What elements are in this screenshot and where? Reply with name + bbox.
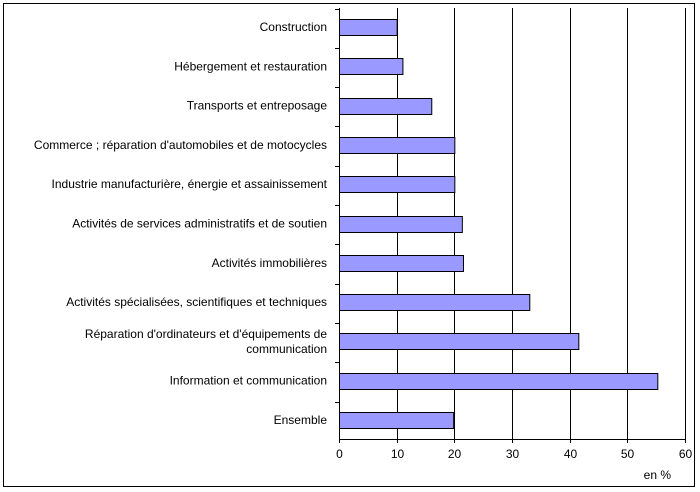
category-label: Ensemble <box>274 413 328 427</box>
bar <box>339 19 398 36</box>
x-tick-label: 50 <box>621 447 635 461</box>
bar <box>339 216 463 233</box>
x-tick-label: 0 <box>336 447 343 461</box>
chart-frame <box>3 3 695 487</box>
bar <box>339 255 464 272</box>
category-label: Transports et entreposage <box>187 99 328 113</box>
x-tick-label: 60 <box>679 447 693 461</box>
unit-label: en % <box>644 468 672 482</box>
category-label: Commerce ; réparation d'automobiles et d… <box>34 138 327 152</box>
bar <box>339 333 580 350</box>
category-label: Construction <box>260 20 327 34</box>
bar <box>339 294 531 311</box>
bar <box>339 176 456 193</box>
category-label: Hébergement et restauration <box>174 59 327 73</box>
category-label: Activités de services administratifs et … <box>72 217 327 231</box>
x-tick-label: 30 <box>506 447 520 461</box>
category-label: Réparation d'ordinateurs et d'équipement… <box>85 327 327 341</box>
category-label: Information et communication <box>170 374 327 388</box>
bar <box>339 58 404 75</box>
bar <box>339 373 659 390</box>
x-tick-label: 40 <box>564 447 578 461</box>
bar <box>339 412 455 429</box>
x-tick-label: 20 <box>448 447 462 461</box>
category-label: Industrie manufacturière, énergie et ass… <box>52 177 328 191</box>
category-label: Activités immobilières <box>212 256 327 270</box>
x-tick-label: 10 <box>391 447 405 461</box>
bar <box>339 137 456 154</box>
category-label: Activités spécialisées, scientifiques et… <box>66 295 327 309</box>
category-label: communication <box>246 342 327 356</box>
bar <box>339 98 433 115</box>
